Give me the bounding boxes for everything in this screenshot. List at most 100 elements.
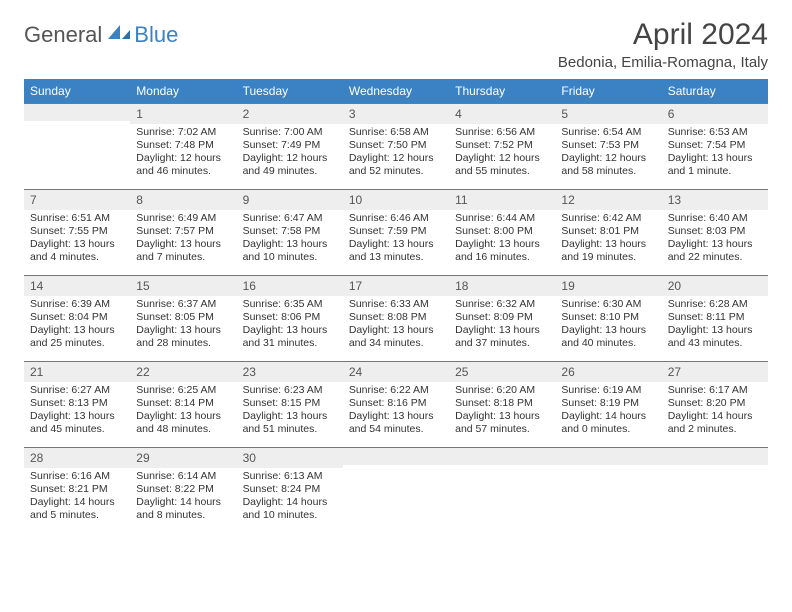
daylight-line: Daylight: 12 hours and 52 minutes. xyxy=(349,152,443,178)
logo-sail-icon xyxy=(106,23,132,48)
sunrise-line: Sunrise: 6:58 AM xyxy=(349,126,443,139)
col-thursday: Thursday xyxy=(449,79,555,103)
col-friday: Friday xyxy=(555,79,661,103)
daylight-line: Daylight: 13 hours and 48 minutes. xyxy=(136,410,230,436)
sunset-line: Sunset: 8:01 PM xyxy=(561,225,655,238)
day-number xyxy=(555,447,661,465)
sunrise-line: Sunrise: 6:23 AM xyxy=(243,384,337,397)
sunrise-line: Sunrise: 6:40 AM xyxy=(668,212,762,225)
day-number: 15 xyxy=(130,275,236,296)
daylight-line: Daylight: 13 hours and 4 minutes. xyxy=(30,238,124,264)
calendar-cell xyxy=(555,447,661,533)
daylight-line: Daylight: 13 hours and 19 minutes. xyxy=(561,238,655,264)
sunset-line: Sunset: 8:04 PM xyxy=(30,311,124,324)
day-number xyxy=(343,447,449,465)
sunset-line: Sunset: 8:14 PM xyxy=(136,397,230,410)
daylight-line: Daylight: 12 hours and 46 minutes. xyxy=(136,152,230,178)
daylight-line: Daylight: 14 hours and 5 minutes. xyxy=(30,496,124,522)
daylight-line: Daylight: 13 hours and 51 minutes. xyxy=(243,410,337,436)
sunrise-line: Sunrise: 6:33 AM xyxy=(349,298,443,311)
day-details: Sunrise: 6:42 AMSunset: 8:01 PMDaylight:… xyxy=(555,210,661,269)
day-number: 24 xyxy=(343,361,449,382)
calendar-row: 28Sunrise: 6:16 AMSunset: 8:21 PMDayligh… xyxy=(24,447,768,533)
calendar-cell: 26Sunrise: 6:19 AMSunset: 8:19 PMDayligh… xyxy=(555,361,661,447)
day-details: Sunrise: 6:32 AMSunset: 8:09 PMDaylight:… xyxy=(449,296,555,355)
day-number: 18 xyxy=(449,275,555,296)
day-number: 28 xyxy=(24,447,130,468)
calendar-cell xyxy=(662,447,768,533)
calendar-cell: 11Sunrise: 6:44 AMSunset: 8:00 PMDayligh… xyxy=(449,189,555,275)
daylight-line: Daylight: 13 hours and 34 minutes. xyxy=(349,324,443,350)
day-number: 29 xyxy=(130,447,236,468)
location: Bedonia, Emilia-Romagna, Italy xyxy=(558,54,768,71)
daylight-line: Daylight: 13 hours and 13 minutes. xyxy=(349,238,443,264)
sunrise-line: Sunrise: 6:30 AM xyxy=(561,298,655,311)
header: General Blue April 2024 Bedonia, Emilia-… xyxy=(24,18,768,71)
col-wednesday: Wednesday xyxy=(343,79,449,103)
day-details: Sunrise: 6:16 AMSunset: 8:21 PMDaylight:… xyxy=(24,468,130,527)
calendar-cell: 22 Sunrise: 6:25 AMSunset: 8:14 PMDayligh… xyxy=(130,361,236,447)
sunset-line: Sunset: 8:08 PM xyxy=(349,311,443,324)
calendar-cell: 5Sunrise: 6:54 AMSunset: 7:53 PMDaylight… xyxy=(555,103,661,189)
daylight-line: Daylight: 13 hours and 16 minutes. xyxy=(455,238,549,264)
calendar-cell: 30Sunrise: 6:13 AMSunset: 8:24 PMDayligh… xyxy=(237,447,343,533)
day-number: 13 xyxy=(662,189,768,210)
sunset-line: Sunset: 8:10 PM xyxy=(561,311,655,324)
day-details: Sunrise: 6:47 AMSunset: 7:58 PMDaylight:… xyxy=(237,210,343,269)
sunrise-line: Sunrise: 7:00 AM xyxy=(243,126,337,139)
calendar-cell: 15Sunrise: 6:37 AMSunset: 8:05 PMDayligh… xyxy=(130,275,236,361)
logo: General Blue xyxy=(24,22,178,48)
calendar-cell: 2Sunrise: 7:00 AMSunset: 7:49 PMDaylight… xyxy=(237,103,343,189)
sunset-line: Sunset: 8:20 PM xyxy=(668,397,762,410)
daylight-line: Daylight: 13 hours and 10 minutes. xyxy=(243,238,337,264)
day-details: Sunrise: 6:35 AMSunset: 8:06 PMDaylight:… xyxy=(237,296,343,355)
day-number: 11 xyxy=(449,189,555,210)
sunrise-line: Sunrise: 6:51 AM xyxy=(30,212,124,225)
logo-text-general: General xyxy=(24,22,102,48)
calendar-page: General Blue April 2024 Bedonia, Emilia-… xyxy=(0,0,792,612)
sunset-line: Sunset: 8:18 PM xyxy=(455,397,549,410)
day-number: 25 xyxy=(449,361,555,382)
day-details: Sunrise: 6:28 AMSunset: 8:11 PMDaylight:… xyxy=(662,296,768,355)
col-monday: Monday xyxy=(130,79,236,103)
sunrise-line: Sunrise: 6:16 AM xyxy=(30,470,124,483)
calendar-cell: 16Sunrise: 6:35 AMSunset: 8:06 PMDayligh… xyxy=(237,275,343,361)
calendar-cell xyxy=(449,447,555,533)
sunset-line: Sunset: 7:59 PM xyxy=(349,225,443,238)
day-number: 19 xyxy=(555,275,661,296)
daylight-line: Daylight: 14 hours and 10 minutes. xyxy=(243,496,337,522)
sunrise-line: Sunrise: 6:25 AM xyxy=(136,384,230,397)
sunrise-line: Sunrise: 6:17 AM xyxy=(668,384,762,397)
calendar-row: 14Sunrise: 6:39 AMSunset: 8:04 PMDayligh… xyxy=(24,275,768,361)
calendar-body: 1Sunrise: 7:02 AMSunset: 7:48 PMDaylight… xyxy=(24,103,768,533)
calendar-header-row: Sunday Monday Tuesday Wednesday Thursday… xyxy=(24,79,768,103)
sunset-line: Sunset: 7:54 PM xyxy=(668,139,762,152)
sunset-line: Sunset: 8:16 PM xyxy=(349,397,443,410)
day-number: 12 xyxy=(555,189,661,210)
sunset-line: Sunset: 8:19 PM xyxy=(561,397,655,410)
day-details: Sunrise: 6:40 AMSunset: 8:03 PMDaylight:… xyxy=(662,210,768,269)
calendar-cell: 29Sunrise: 6:14 AMSunset: 8:22 PMDayligh… xyxy=(130,447,236,533)
day-number: 27 xyxy=(662,361,768,382)
sunrise-line: Sunrise: 6:54 AM xyxy=(561,126,655,139)
sunrise-line: Sunrise: 6:28 AM xyxy=(668,298,762,311)
day-number: 26 xyxy=(555,361,661,382)
day-number: 5 xyxy=(555,103,661,124)
sunset-line: Sunset: 8:22 PM xyxy=(136,483,230,496)
month-title: April 2024 xyxy=(558,18,768,52)
sunset-line: Sunset: 7:52 PM xyxy=(455,139,549,152)
calendar-cell: 20Sunrise: 6:28 AMSunset: 8:11 PMDayligh… xyxy=(662,275,768,361)
calendar-cell: 13Sunrise: 6:40 AMSunset: 8:03 PMDayligh… xyxy=(662,189,768,275)
sunrise-line: Sunrise: 6:49 AM xyxy=(136,212,230,225)
calendar-cell: 7Sunrise: 6:51 AMSunset: 7:55 PMDaylight… xyxy=(24,189,130,275)
title-block: April 2024 Bedonia, Emilia-Romagna, Ital… xyxy=(558,18,768,71)
day-details: Sunrise: 6:37 AMSunset: 8:05 PMDaylight:… xyxy=(130,296,236,355)
day-details: Sunrise: 6:23 AMSunset: 8:15 PMDaylight:… xyxy=(237,382,343,441)
calendar-cell: 18Sunrise: 6:32 AMSunset: 8:09 PMDayligh… xyxy=(449,275,555,361)
day-number: 20 xyxy=(662,275,768,296)
sunset-line: Sunset: 7:58 PM xyxy=(243,225,337,238)
day-number: 3 xyxy=(343,103,449,124)
day-number: 7 xyxy=(24,189,130,210)
sunset-line: Sunset: 8:06 PM xyxy=(243,311,337,324)
day-number: 22 xyxy=(130,361,236,382)
